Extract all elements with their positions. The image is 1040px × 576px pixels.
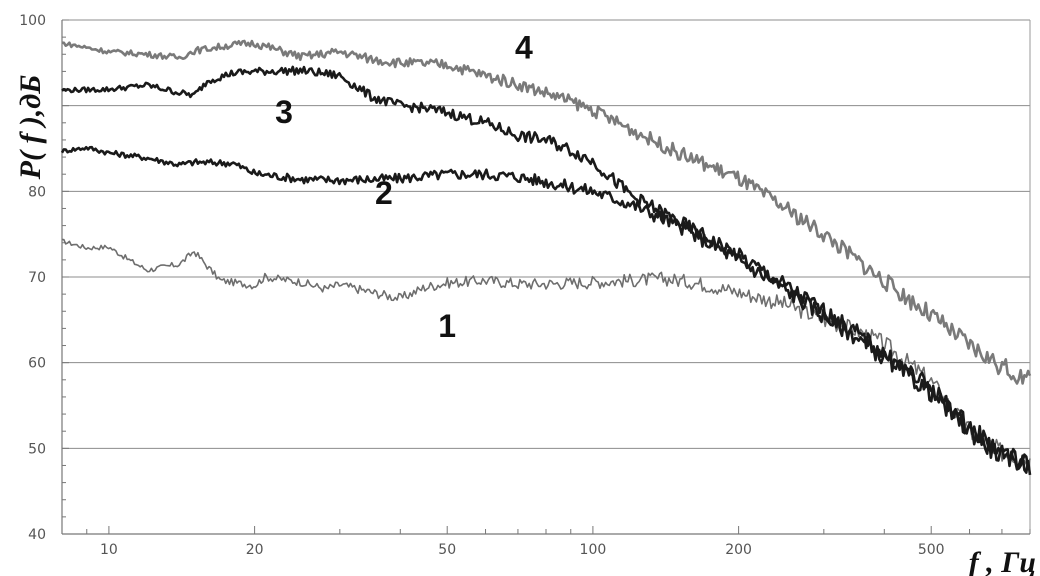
y-tick-label: 60 xyxy=(28,356,46,372)
x-tick-label: 500 xyxy=(918,542,945,558)
x-tick-label: 100 xyxy=(580,542,607,558)
series-label-4: 4 xyxy=(515,30,533,66)
y-tick-label: 50 xyxy=(28,441,46,457)
y-tick-label: 100 xyxy=(19,13,46,29)
series-label-1: 1 xyxy=(438,308,456,344)
y-axis-title: P( f ),дБ xyxy=(14,75,47,181)
y-tick-label: 70 xyxy=(28,270,46,286)
series-line-4 xyxy=(61,39,1032,385)
x-tick-label: 50 xyxy=(438,542,456,558)
series-label-2: 2 xyxy=(375,175,393,211)
y-tick-label: 80 xyxy=(28,184,46,200)
x-tick-label: 20 xyxy=(246,542,264,558)
y-tick-label: 40 xyxy=(28,527,46,543)
series-line-3 xyxy=(61,65,1031,470)
x-axis-title: f , Гц xyxy=(969,546,1036,576)
x-tick-label: 200 xyxy=(725,542,752,558)
series-line-2 xyxy=(60,145,1032,476)
x-tick-label: 10 xyxy=(100,542,118,558)
series-label-3: 3 xyxy=(275,94,293,130)
